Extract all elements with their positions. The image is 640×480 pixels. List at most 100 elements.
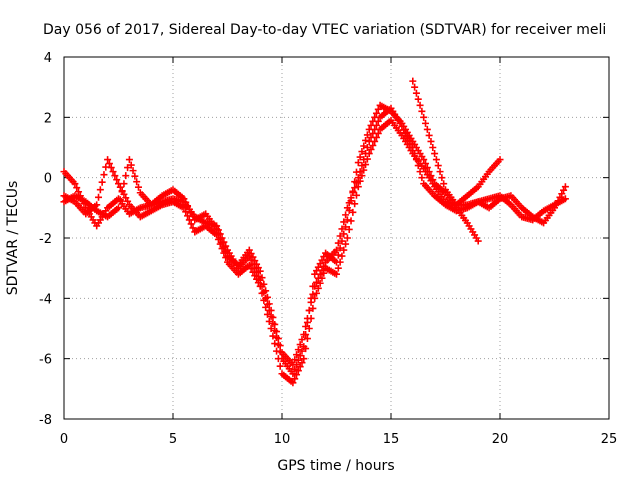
data-point bbox=[294, 346, 302, 354]
data-point bbox=[187, 209, 195, 217]
data-point bbox=[180, 204, 188, 212]
data-point bbox=[423, 125, 431, 133]
data-point bbox=[249, 268, 257, 276]
data-point bbox=[93, 201, 101, 209]
data-point bbox=[303, 335, 311, 343]
data-point bbox=[129, 167, 137, 175]
data-point bbox=[333, 270, 340, 278]
data-point bbox=[253, 260, 261, 268]
data-point bbox=[258, 289, 266, 297]
data-point bbox=[298, 347, 306, 355]
data-point bbox=[334, 264, 342, 272]
data-point bbox=[107, 164, 115, 172]
data-point bbox=[302, 345, 310, 353]
y-tick-label: -2 bbox=[39, 232, 52, 247]
data-point bbox=[340, 246, 348, 254]
data-point bbox=[111, 172, 119, 180]
data-point bbox=[251, 272, 259, 280]
data-point bbox=[273, 328, 281, 336]
data-point bbox=[422, 119, 430, 127]
data-point bbox=[345, 199, 353, 207]
data-point bbox=[298, 359, 306, 367]
data-point bbox=[316, 260, 324, 268]
data-point bbox=[258, 274, 266, 282]
data-point bbox=[427, 137, 435, 145]
data-point bbox=[356, 168, 364, 176]
data-point bbox=[263, 293, 271, 301]
data-point bbox=[374, 105, 382, 113]
data-point bbox=[267, 306, 275, 314]
data-point bbox=[122, 194, 130, 202]
series-track-2 bbox=[60, 116, 504, 387]
data-point bbox=[338, 252, 346, 260]
x-tick-label: 15 bbox=[383, 432, 400, 447]
data-point bbox=[105, 160, 113, 168]
data-point bbox=[133, 178, 141, 186]
data-point bbox=[100, 171, 108, 179]
data-point bbox=[431, 150, 439, 158]
data-point bbox=[354, 159, 362, 167]
data-point bbox=[307, 298, 315, 306]
data-point bbox=[245, 261, 253, 269]
data-point bbox=[271, 340, 279, 348]
y-tick-label: 4 bbox=[44, 51, 52, 66]
data-point bbox=[334, 239, 342, 247]
data-point bbox=[367, 133, 375, 141]
data-point bbox=[125, 156, 133, 164]
y-tick-label: 0 bbox=[44, 172, 52, 187]
data-point bbox=[265, 317, 273, 325]
data-point bbox=[289, 361, 297, 369]
data-point bbox=[336, 244, 344, 252]
data-point bbox=[265, 300, 273, 308]
data-point bbox=[434, 162, 442, 170]
data-point bbox=[122, 172, 130, 180]
data-point bbox=[305, 306, 313, 314]
data-point bbox=[291, 356, 299, 364]
data-point bbox=[300, 355, 308, 363]
data-point bbox=[98, 178, 106, 186]
data-point bbox=[349, 189, 357, 197]
data-point bbox=[274, 335, 282, 343]
data-point bbox=[440, 180, 448, 188]
data-point bbox=[185, 205, 193, 213]
data-point bbox=[340, 230, 348, 238]
data-point bbox=[403, 133, 411, 141]
data-point bbox=[302, 322, 310, 330]
data-point bbox=[347, 217, 355, 225]
data-point bbox=[116, 196, 124, 204]
data-point bbox=[316, 270, 324, 278]
data-point bbox=[293, 351, 301, 359]
data-point bbox=[291, 375, 299, 383]
data-point bbox=[131, 172, 139, 180]
data-point bbox=[116, 183, 124, 191]
data-point bbox=[216, 234, 224, 242]
data-point bbox=[222, 248, 230, 256]
data-point bbox=[420, 113, 428, 121]
data-point bbox=[402, 129, 410, 137]
data-point bbox=[276, 362, 284, 370]
data-point bbox=[358, 172, 366, 180]
data-point bbox=[313, 278, 321, 286]
data-point bbox=[374, 117, 382, 125]
data-point bbox=[358, 148, 366, 156]
data-point bbox=[247, 265, 255, 273]
data-point bbox=[411, 150, 419, 158]
data-point bbox=[360, 142, 368, 150]
x-tick-label: 25 bbox=[601, 432, 618, 447]
y-tick-label: 2 bbox=[44, 111, 52, 126]
data-point bbox=[263, 310, 271, 318]
data-point bbox=[558, 190, 566, 198]
data-point bbox=[342, 240, 350, 248]
data-point bbox=[412, 156, 420, 164]
data-point bbox=[305, 325, 313, 332]
data-point bbox=[432, 156, 440, 164]
data-point bbox=[73, 184, 81, 192]
data-point bbox=[356, 153, 364, 161]
data-point bbox=[124, 164, 132, 172]
data-point bbox=[411, 83, 419, 91]
data-point bbox=[561, 183, 569, 191]
data-point bbox=[124, 197, 132, 205]
data-point bbox=[362, 161, 370, 169]
data-point bbox=[556, 193, 564, 201]
